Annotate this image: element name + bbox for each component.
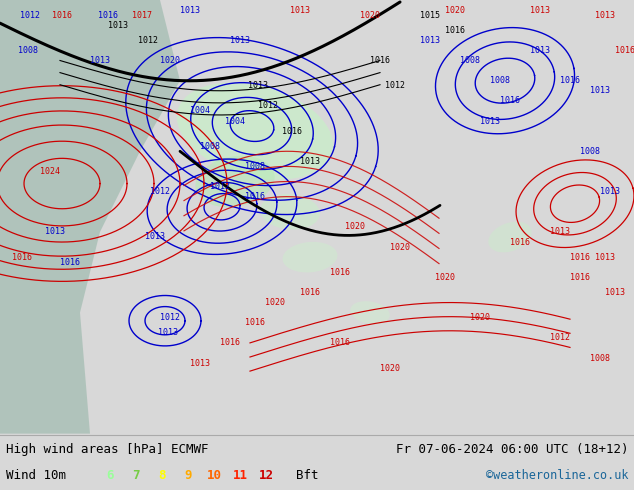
Polygon shape [0, 0, 180, 434]
Text: 1012: 1012 [550, 333, 570, 343]
Text: 1015: 1015 [420, 11, 440, 20]
Text: 1013: 1013 [248, 81, 268, 90]
Text: 1012: 1012 [138, 36, 158, 45]
Text: 1008: 1008 [245, 162, 265, 171]
Text: 1016: 1016 [245, 192, 265, 201]
Text: 1016: 1016 [282, 126, 302, 136]
Text: 1016: 1016 [300, 288, 320, 297]
Text: 1020: 1020 [265, 298, 285, 307]
Ellipse shape [350, 301, 390, 324]
Text: 1016: 1016 [500, 97, 520, 105]
Ellipse shape [195, 156, 275, 207]
Text: 1008: 1008 [200, 142, 220, 151]
Text: 1008: 1008 [490, 76, 510, 85]
Text: 1013: 1013 [480, 117, 500, 125]
Text: 1013: 1013 [590, 86, 610, 95]
Text: 1013: 1013 [550, 227, 570, 237]
Text: 1008: 1008 [580, 147, 600, 156]
Text: 1013: 1013 [108, 21, 128, 30]
Text: 1013: 1013 [300, 157, 320, 166]
Ellipse shape [177, 82, 333, 180]
Text: 1020: 1020 [345, 222, 365, 231]
Text: 1008: 1008 [18, 46, 38, 55]
Text: 1008: 1008 [590, 353, 610, 363]
Text: 1020: 1020 [470, 313, 490, 322]
Text: 1020: 1020 [160, 56, 180, 65]
Text: 1016: 1016 [98, 11, 118, 20]
Text: 1016: 1016 [330, 268, 350, 277]
Text: 1013: 1013 [605, 288, 625, 297]
Text: 1016: 1016 [445, 26, 465, 35]
Text: 1013: 1013 [158, 328, 178, 337]
Text: 1016: 1016 [330, 339, 350, 347]
Text: 1016: 1016 [370, 56, 390, 65]
Text: 10: 10 [207, 469, 221, 483]
Text: 1020: 1020 [435, 273, 455, 282]
Text: 1016: 1016 [245, 318, 265, 327]
Text: 1013: 1013 [595, 11, 615, 20]
Text: 1016: 1016 [615, 46, 634, 55]
Text: 6: 6 [107, 469, 113, 483]
Text: 1012: 1012 [210, 182, 230, 191]
Text: 1013: 1013 [290, 5, 310, 15]
Text: 1012: 1012 [258, 101, 278, 110]
Text: 1013: 1013 [595, 253, 615, 262]
Text: 1013: 1013 [600, 187, 620, 196]
Text: 1016: 1016 [570, 273, 590, 282]
Text: 11: 11 [233, 469, 247, 483]
Text: 7: 7 [133, 469, 139, 483]
Text: 1013: 1013 [180, 5, 200, 15]
Text: 1013: 1013 [45, 227, 65, 237]
Text: Fr 07-06-2024 06:00 UTC (18+12): Fr 07-06-2024 06:00 UTC (18+12) [396, 443, 628, 456]
Ellipse shape [283, 242, 337, 272]
Text: 1017: 1017 [132, 11, 152, 20]
Text: 9: 9 [184, 469, 191, 483]
Text: Bft: Bft [296, 469, 318, 483]
Text: 1016: 1016 [510, 238, 530, 246]
Text: 12: 12 [259, 469, 273, 483]
Text: 1008: 1008 [460, 56, 480, 65]
Text: 1012: 1012 [150, 187, 170, 196]
Text: 1020: 1020 [445, 5, 465, 15]
Text: 1012: 1012 [160, 313, 180, 322]
Text: 1012: 1012 [20, 11, 40, 20]
Text: 1016: 1016 [560, 76, 580, 85]
Text: 1004: 1004 [190, 106, 210, 116]
Text: 1013: 1013 [530, 46, 550, 55]
Text: 1016: 1016 [52, 11, 72, 20]
Text: 1016: 1016 [12, 253, 32, 262]
Text: 8: 8 [158, 469, 165, 483]
Text: 1013: 1013 [530, 5, 550, 15]
Text: 1020: 1020 [360, 11, 380, 20]
Ellipse shape [488, 221, 532, 252]
Ellipse shape [260, 194, 320, 229]
Text: 1013: 1013 [90, 56, 110, 65]
Text: 1020: 1020 [390, 243, 410, 251]
Text: 1013: 1013 [420, 36, 440, 45]
Text: 1012: 1012 [385, 81, 405, 90]
Text: 1013: 1013 [145, 232, 165, 242]
Text: High wind areas [hPa] ECMWF: High wind areas [hPa] ECMWF [6, 443, 209, 456]
Text: Wind 10m: Wind 10m [6, 469, 66, 483]
Text: 1020: 1020 [380, 364, 400, 372]
Text: 1016: 1016 [220, 339, 240, 347]
Text: 1016: 1016 [570, 253, 590, 262]
Text: 1013: 1013 [230, 36, 250, 45]
Text: 1004: 1004 [225, 117, 245, 125]
Text: ©weatheronline.co.uk: ©weatheronline.co.uk [486, 469, 628, 483]
Text: 1013: 1013 [190, 359, 210, 368]
Text: 1016: 1016 [60, 258, 80, 267]
Text: 1024: 1024 [40, 167, 60, 176]
